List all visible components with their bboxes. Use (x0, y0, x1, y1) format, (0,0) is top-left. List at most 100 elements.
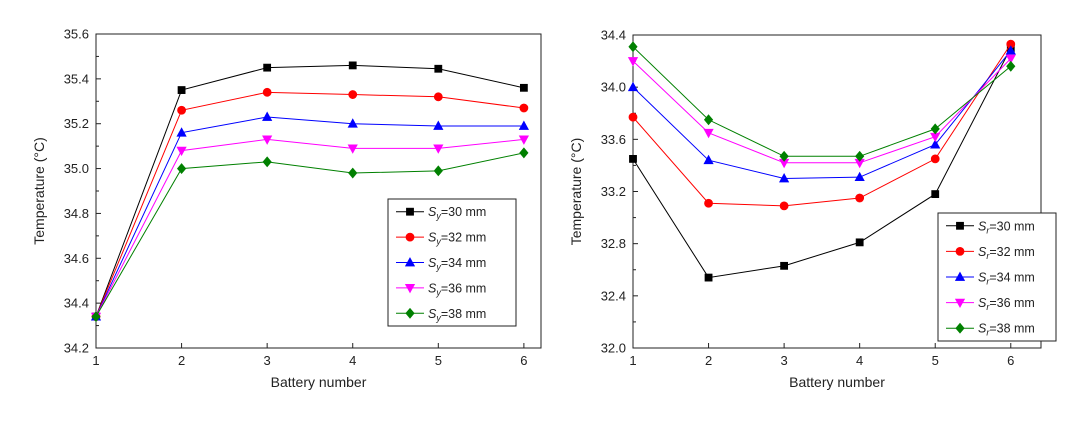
series-line (632, 58, 1012, 164)
data-point (627, 57, 639, 67)
data-point (177, 86, 186, 94)
x-tick-label: 2 (705, 353, 712, 368)
data-point (519, 147, 529, 159)
data-point (779, 173, 790, 183)
data-point (930, 154, 940, 164)
y-tick-label: 34.4 (601, 28, 626, 43)
data-point (263, 63, 272, 72)
legend-label: Sy=34 mm (428, 256, 486, 272)
data-point (779, 201, 789, 211)
series-2 (91, 87, 529, 321)
data-point (348, 90, 358, 99)
y-tick-label: 34.4 (64, 296, 89, 311)
y-tick-label: 33.6 (601, 132, 626, 147)
legend-marker (955, 322, 965, 334)
data-point (629, 154, 637, 163)
legend-label: Sr=38 mm (978, 322, 1035, 338)
x-tick-label: 4 (349, 353, 356, 368)
y-tick-label: 34.6 (64, 251, 89, 266)
data-point (628, 112, 638, 122)
y-tick-label: 35.2 (64, 116, 89, 131)
legend-marker (406, 207, 414, 216)
data-point (262, 87, 272, 97)
x-tick-label: 5 (435, 353, 442, 368)
y-tick-label: 35.6 (64, 27, 89, 42)
series-3 (627, 45, 1016, 183)
legend-label: Sy=38 mm (428, 307, 486, 323)
legend-label: Sy=36 mm (428, 281, 486, 297)
legend-item: Sy=34 mm (396, 256, 486, 272)
data-point (627, 81, 639, 92)
legend-item: Sy=36 mm (396, 281, 486, 297)
data-point (855, 238, 864, 247)
data-point (347, 144, 358, 154)
legend-marker (404, 257, 416, 267)
y-tick-label: 35.0 (64, 161, 89, 176)
legend-marker (956, 221, 964, 230)
data-point (1005, 45, 1016, 55)
y-tick-label: 35.4 (64, 71, 89, 86)
data-point (1005, 54, 1016, 64)
legend-item: Sy=38 mm (396, 307, 486, 323)
legend-label: Sy=30 mm (428, 205, 486, 221)
legend-item: Sr=34 mm (946, 271, 1035, 287)
data-point (176, 146, 187, 157)
data-point (176, 127, 187, 137)
data-point (348, 167, 358, 179)
x-tick-label: 4 (856, 353, 863, 368)
data-point (854, 171, 865, 182)
legend-item: Sr=38 mm (946, 322, 1035, 338)
legend-item: Sr=30 mm (946, 219, 1035, 235)
series-4 (627, 54, 1016, 169)
data-point (348, 61, 357, 70)
series-4 (90, 135, 529, 323)
legend-marker (954, 298, 966, 309)
data-point (262, 135, 273, 145)
data-point (1006, 60, 1016, 72)
x-tick-label: 3 (780, 353, 787, 368)
legend-item: Sr=32 mm (946, 245, 1035, 261)
y-tick-label: 34.8 (64, 206, 89, 221)
data-point (262, 111, 273, 121)
y-tick-label: 34.0 (601, 80, 626, 95)
data-point (703, 128, 714, 139)
legend: Sy=30 mm Sy=32 mm Sy=34 mm Sy=36 mm Sy=38 mm (387, 198, 517, 327)
legend-label: Sy=32 mm (428, 231, 486, 247)
legend-item: Sy=32 mm (396, 231, 486, 247)
y-tick-label: 32.8 (601, 236, 626, 251)
data-point (703, 114, 714, 126)
y-axis-title: Temperature (°C) (31, 137, 47, 245)
series-3 (90, 111, 529, 321)
data-point (262, 156, 272, 168)
data-point (518, 135, 529, 145)
y-tick-label: 32.0 (601, 341, 626, 356)
legend-item: Sr=36 mm (946, 296, 1035, 312)
data-point (931, 190, 940, 199)
data-point (518, 120, 529, 130)
data-point (176, 163, 187, 175)
series-line (95, 152, 524, 317)
data-point (433, 165, 443, 177)
legend-label: Sr=30 mm (978, 219, 1035, 235)
data-point (855, 193, 865, 203)
x-axis-title: Battery number (789, 374, 885, 390)
legend-label: Sr=36 mm (978, 296, 1035, 312)
data-point (628, 41, 638, 53)
legend-item: Sy=30 mm (396, 205, 486, 221)
y-tick-label: 34.2 (64, 341, 89, 356)
series-line (95, 138, 524, 317)
legend-label: Sr=34 mm (978, 271, 1035, 287)
y-tick-label: 33.2 (601, 184, 626, 199)
data-point (930, 139, 941, 149)
data-point (433, 144, 444, 154)
x-axis-title: Battery number (271, 374, 367, 390)
x-tick-label: 1 (629, 353, 636, 368)
data-point (855, 150, 865, 162)
data-point (347, 118, 358, 128)
legend-label: Sr=32 mm (978, 245, 1035, 261)
legend-marker (405, 307, 415, 319)
chart-2: 1 2 3 4 5 6 32.0 32.4 32.8 33.2 33.6 34.0 34.4 Batter… (568, 28, 1057, 390)
series-line (95, 91, 524, 317)
data-point (177, 105, 186, 115)
legend-marker (404, 283, 416, 294)
